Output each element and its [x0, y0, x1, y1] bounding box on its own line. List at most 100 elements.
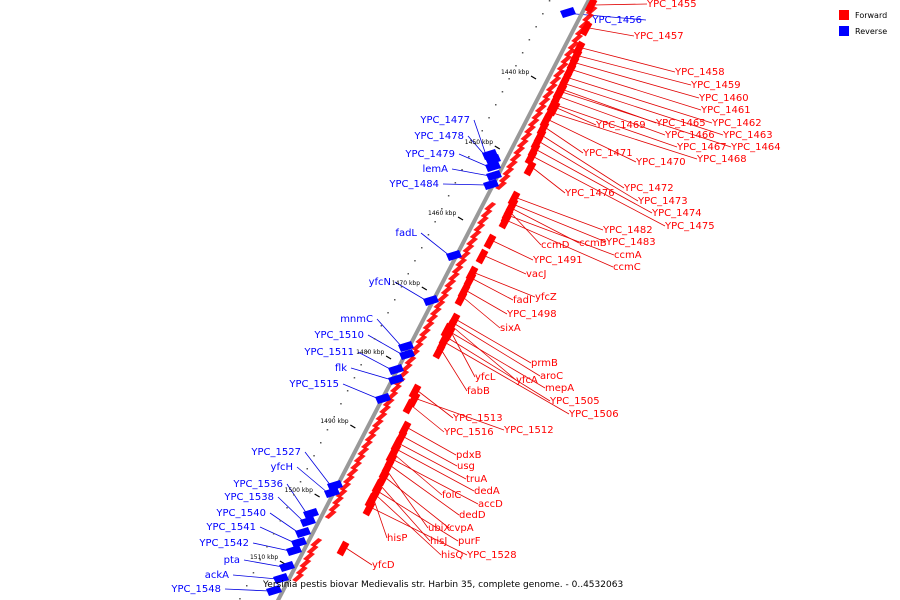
forward-gene-label[interactable]: YPC_1528	[466, 550, 517, 561]
forward-gene-label[interactable]: yfcZ	[535, 292, 557, 303]
forward-gene-label[interactable]: YPC_1516	[443, 427, 494, 438]
reverse-gene-label[interactable]: YPC_1542	[198, 538, 249, 549]
reverse-leader-line	[350, 367, 393, 381]
reverse-gene-label[interactable]: lemA	[422, 164, 448, 175]
forward-gene-label[interactable]: aroC	[540, 371, 563, 382]
forward-gene-label[interactable]: folC	[442, 490, 461, 501]
forward-feature-block	[426, 314, 439, 323]
reverse-gene-label[interactable]: YPC_1540	[215, 508, 266, 519]
forward-gene-label[interactable]: YPC_1476	[564, 188, 615, 199]
forward-gene-label[interactable]: YPC_1458	[674, 67, 725, 78]
forward-gene-label[interactable]: pdxB	[456, 450, 482, 461]
forward-gene-label[interactable]: YPC_1467	[676, 142, 727, 153]
forward-leader-line	[441, 350, 468, 392]
forward-gene-label[interactable]: ccmB	[579, 238, 607, 249]
forward-leader-line	[393, 459, 479, 505]
forward-gene-label[interactable]: YPC_1460	[698, 93, 749, 104]
forward-gene-label[interactable]: YPC_1512	[503, 425, 554, 436]
forward-gene-label[interactable]: hisQ	[441, 550, 463, 561]
forward-gene-label[interactable]: ccmD	[541, 240, 570, 251]
forward-gene-label[interactable]: mepA	[545, 383, 574, 394]
reverse-gene-label[interactable]: YPC_1478	[413, 131, 464, 142]
forward-gene-label[interactable]: YPC_1463	[722, 130, 773, 141]
axis-dot	[461, 169, 463, 171]
forward-gene-label[interactable]: YPC_1470	[635, 157, 686, 168]
reverse-gene-label[interactable]: fadL	[395, 228, 417, 239]
forward-gene-label[interactable]: hisJ	[430, 536, 447, 547]
forward-gene-label[interactable]: YPC_1465	[655, 118, 706, 129]
forward-gene-label[interactable]: cvpA	[449, 523, 474, 534]
forward-gene-label[interactable]: accD	[478, 499, 503, 510]
reverse-gene-label[interactable]: yfcH	[271, 462, 293, 473]
forward-gene-label[interactable]: fadI	[513, 295, 532, 306]
forward-feature-block	[299, 559, 312, 568]
reverse-gene-label[interactable]: yfcN	[369, 277, 391, 288]
reverse-gene-label[interactable]: YPC_1484	[388, 179, 439, 190]
forward-gene-label[interactable]: YPC_1457	[633, 31, 684, 42]
forward-gene-label[interactable]: YPC_1469	[595, 120, 646, 131]
forward-gene-label[interactable]: dedD	[459, 510, 486, 521]
reverse-gene-label[interactable]: pta	[224, 555, 240, 566]
forward-leader-line	[533, 156, 666, 227]
reverse-gene-label[interactable]: YPC_1511	[303, 347, 354, 358]
forward-gene-label[interactable]: YPC_1455	[646, 0, 697, 10]
forward-gene-label[interactable]: YPC_1513	[452, 413, 503, 424]
forward-gene-label[interactable]: prmB	[531, 358, 558, 369]
forward-gene-label[interactable]: YPC_1475	[664, 221, 715, 232]
forward-gene-label[interactable]: yfcA	[516, 375, 538, 386]
forward-gene-label[interactable]: dedA	[474, 486, 500, 497]
forward-gene-label[interactable]: YPC_1464	[730, 142, 781, 153]
forward-gene-label[interactable]: YPC_1461	[700, 105, 751, 116]
forward-gene-label[interactable]: hisP	[387, 533, 407, 544]
reverse-gene-label[interactable]: flk	[335, 363, 347, 374]
forward-gene-label[interactable]: YPC_1472	[623, 183, 674, 194]
reverse-gene-label[interactable]: YPC_1527	[250, 447, 301, 458]
forward-gene-label[interactable]: YPC_1459	[690, 80, 741, 91]
forward-gene-label[interactable]: usg	[457, 461, 475, 472]
forward-leader-line	[345, 547, 373, 566]
reverse-gene-label[interactable]: YPC_1515	[288, 379, 339, 390]
forward-gene-label[interactable]: YPC_1482	[602, 225, 653, 236]
reverse-gene-label[interactable]: YPC_1541	[205, 522, 256, 533]
forward-gene-label[interactable]: YPC_1466	[664, 130, 715, 141]
forward-leader-line	[565, 83, 724, 136]
forward-gene-label[interactable]: truA	[466, 474, 487, 485]
reverse-gene-label[interactable]: YPC_1477	[419, 115, 470, 126]
forward-gene-label[interactable]: YPC_1462	[711, 118, 762, 129]
forward-gene-label[interactable]: YPC_1498	[506, 309, 557, 320]
forward-gene-label[interactable]: ccmA	[614, 250, 642, 261]
forward-gene-label[interactable]: YPC_1474	[651, 208, 702, 219]
forward-gene-label[interactable]: yfcD	[372, 560, 395, 571]
forward-gene-label[interactable]: sixA	[500, 323, 521, 334]
reverse-gene-label[interactable]: YPC_1456	[591, 15, 642, 26]
reverse-gene-label[interactable]: YPC_1538	[223, 492, 274, 503]
forward-gene-label[interactable]: YPC_1483	[605, 237, 656, 248]
forward-gene-label[interactable]: ccmC	[613, 262, 641, 273]
forward-gene-label[interactable]: YPC_1473	[637, 196, 688, 207]
forward-gene-label[interactable]: fabB	[467, 386, 490, 397]
forward-gene-label[interactable]: YPC_1505	[549, 396, 600, 407]
reverse-gene-label[interactable]: ackA	[205, 570, 229, 581]
reverse-gene-label[interactable]: mnmC	[340, 314, 373, 325]
forward-gene-label[interactable]: vacJ	[526, 269, 547, 280]
forward-gene-label[interactable]: purF	[458, 536, 481, 547]
forward-gene-label[interactable]: yfcL	[475, 372, 496, 383]
forward-gene-label[interactable]: ubiX	[428, 523, 450, 534]
reverse-gene-label[interactable]: YPC_1479	[404, 149, 455, 160]
reverse-gene-label[interactable]: YPC_1548	[170, 584, 221, 595]
axis-dot	[501, 91, 504, 93]
forward-gene-ypc-1528	[362, 500, 376, 517]
forward-gene-label[interactable]: YPC_1468	[696, 154, 747, 165]
forward-feature-block	[353, 454, 366, 463]
forward-gene-label[interactable]: YPC_1471	[582, 148, 633, 159]
reverse-gene-label[interactable]: YPC_1536	[232, 479, 283, 490]
forward-leader-line	[390, 465, 460, 516]
forward-gene-label[interactable]: YPC_1506	[568, 409, 619, 420]
reverse-gene-label[interactable]: YPC_1510	[313, 330, 364, 341]
axis-dot	[528, 39, 531, 41]
axis-dot	[407, 273, 409, 275]
axis-dot	[299, 481, 302, 483]
forward-gene-label[interactable]: YPC_1491	[532, 255, 583, 266]
axis-dot	[387, 312, 389, 314]
forward-leader-line	[474, 272, 536, 298]
